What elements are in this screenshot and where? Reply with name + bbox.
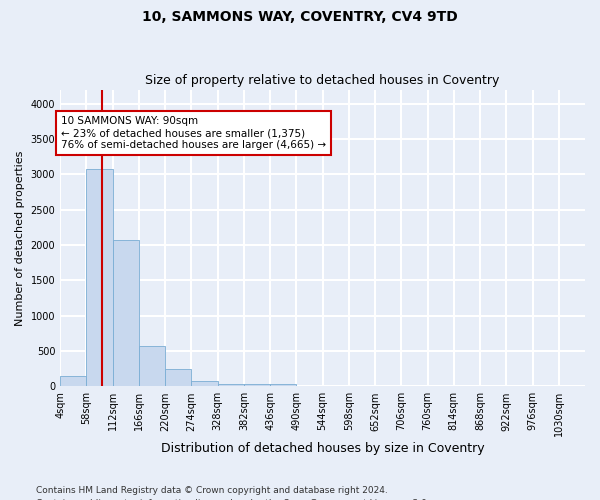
Bar — [244, 384, 270, 386]
Bar — [191, 382, 218, 386]
Bar — [218, 384, 244, 386]
Text: 10 SAMMONS WAY: 90sqm
← 23% of detached houses are smaller (1,375)
76% of semi-d: 10 SAMMONS WAY: 90sqm ← 23% of detached … — [61, 116, 326, 150]
X-axis label: Distribution of detached houses by size in Coventry: Distribution of detached houses by size … — [161, 442, 484, 455]
Bar — [60, 376, 86, 386]
Bar — [270, 384, 296, 386]
Text: Contains public sector information licensed under the Open Government Licence v3: Contains public sector information licen… — [36, 498, 430, 500]
Y-axis label: Number of detached properties: Number of detached properties — [15, 150, 25, 326]
Title: Size of property relative to detached houses in Coventry: Size of property relative to detached ho… — [145, 74, 500, 87]
Text: Contains HM Land Registry data © Crown copyright and database right 2024.: Contains HM Land Registry data © Crown c… — [36, 486, 388, 495]
Text: 10, SAMMONS WAY, COVENTRY, CV4 9TD: 10, SAMMONS WAY, COVENTRY, CV4 9TD — [142, 10, 458, 24]
Bar — [86, 170, 113, 386]
Bar — [139, 346, 165, 387]
Bar — [113, 240, 139, 386]
Bar — [165, 370, 191, 386]
